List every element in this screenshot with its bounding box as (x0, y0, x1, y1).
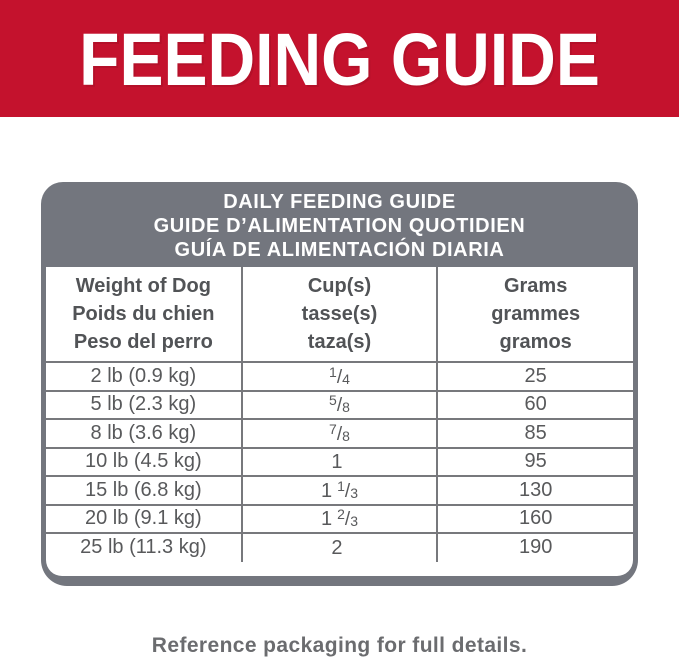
banner-title: FEEDING GUIDE (79, 17, 600, 100)
cups-fraction-denominator: 3 (350, 513, 358, 530)
cups-whole: 1 (320, 508, 333, 531)
cups-fraction-numerator: 7 (329, 420, 337, 437)
cups-whole: 1 (320, 479, 333, 502)
grams-label-es: gramos (499, 331, 572, 353)
cups-fraction-numerator: 5 (329, 392, 337, 409)
cups-fraction-slash: / (336, 395, 343, 417)
column-header-grams: Grams grammes gramos (436, 267, 633, 362)
grams-cell: 95 (436, 446, 633, 476)
column-header-weight: Weight of Dog Poids du chien Peso del pe… (46, 267, 242, 362)
header-line-french: GUIDE D’ALIMENTATION QUOTIDIEN (153, 214, 526, 237)
grams-cell: 130 (436, 475, 633, 505)
weight-cell: 5 lb (2.3 kg) (46, 389, 242, 419)
header-line-english: DAILY FEEDING GUIDE (223, 190, 456, 213)
table-row: 15 lb (6.8 kg) 1 1/3 130 (46, 475, 633, 505)
feeding-guide-banner: FEEDING GUIDE (0, 0, 679, 117)
cups-cell: 5/8 (240, 389, 438, 419)
cups-cell: 1/4 (240, 361, 438, 391)
cups-whole: 1 (331, 451, 343, 474)
weight-cell: 15 lb (6.8 kg) (46, 475, 242, 505)
grams-label-fr: grammes (491, 303, 581, 325)
cups-fraction-slash: / (344, 480, 351, 502)
cups-cell: 1 1/3 (240, 475, 438, 505)
feeding-table: Weight of Dog Poids du chien Peso del pe… (46, 267, 633, 562)
cups-fraction-denominator: 3 (350, 484, 358, 501)
grams-label-en: Grams (503, 275, 568, 297)
table-row: 20 lb (9.1 kg) 1 2/3 160 (46, 503, 633, 533)
weight-label-en: Weight of Dog (75, 275, 211, 297)
weight-cell: 20 lb (9.1 kg) (46, 503, 242, 533)
weight-cell: 2 lb (0.9 kg) (46, 361, 242, 391)
cups-fraction-numerator: 1 (337, 477, 345, 494)
weight-cell: 8 lb (3.6 kg) (46, 418, 242, 448)
column-header-cups: Cup(s) tasse(s) taza(s) (240, 267, 438, 362)
cups-fraction-numerator: 1 (329, 363, 337, 380)
weight-label-es: Peso del perro (73, 331, 213, 353)
cups-cell: 1 2/3 (240, 503, 438, 533)
cups-cell: 2 (240, 532, 438, 562)
header-line-spanish: GUÍA DE ALIMENTACIÓN DIARIA (174, 238, 505, 261)
table-row: 8 lb (3.6 kg) 7/8 85 (46, 418, 633, 448)
cups-fraction-denominator: 4 (342, 370, 350, 387)
table-row: 2 lb (0.9 kg) 1/4 25 (46, 361, 633, 391)
table-row: 10 lb (4.5 kg) 1 95 (46, 446, 633, 476)
weight-cell: 10 lb (4.5 kg) (46, 446, 242, 476)
grams-cell: 60 (436, 389, 633, 419)
cups-fraction-slash: / (336, 423, 343, 445)
grams-cell: 160 (436, 503, 633, 533)
cups-fraction-numerator: 2 (337, 506, 345, 523)
column-header-row: Weight of Dog Poids du chien Peso del pe… (46, 267, 633, 362)
cups-label-es: taza(s) (307, 331, 372, 353)
cups-label-fr: tasse(s) (301, 303, 378, 325)
table-row: 25 lb (11.3 kg) 2 190 (46, 532, 633, 562)
cups-fraction-slash: / (344, 509, 351, 531)
weight-label-fr: Poids du chien (72, 303, 215, 325)
footer-note: Reference packaging for full details. (151, 634, 528, 657)
table-row: 5 lb (2.3 kg) 5/8 60 (46, 389, 633, 419)
cups-cell: 1 (240, 446, 438, 476)
cups-fraction-slash: / (336, 366, 343, 388)
cups-cell: 7/8 (240, 418, 438, 448)
feeding-guide-card: DAILY FEEDING GUIDE GUIDE D’ALIMENTATION… (41, 182, 638, 586)
cups-whole: 2 (331, 537, 343, 560)
weight-cell: 25 lb (11.3 kg) (46, 532, 242, 562)
cups-label-en: Cup(s) (307, 275, 372, 297)
daily-guide-header: DAILY FEEDING GUIDE GUIDE D’ALIMENTATION… (46, 182, 633, 267)
grams-cell: 190 (436, 532, 633, 562)
cups-fraction-denominator: 8 (342, 427, 350, 444)
feeding-table-body: Weight of Dog Poids du chien Peso del pe… (46, 267, 633, 576)
cups-fraction-denominator: 8 (342, 399, 350, 416)
grams-cell: 85 (436, 418, 633, 448)
grams-cell: 25 (436, 361, 633, 391)
